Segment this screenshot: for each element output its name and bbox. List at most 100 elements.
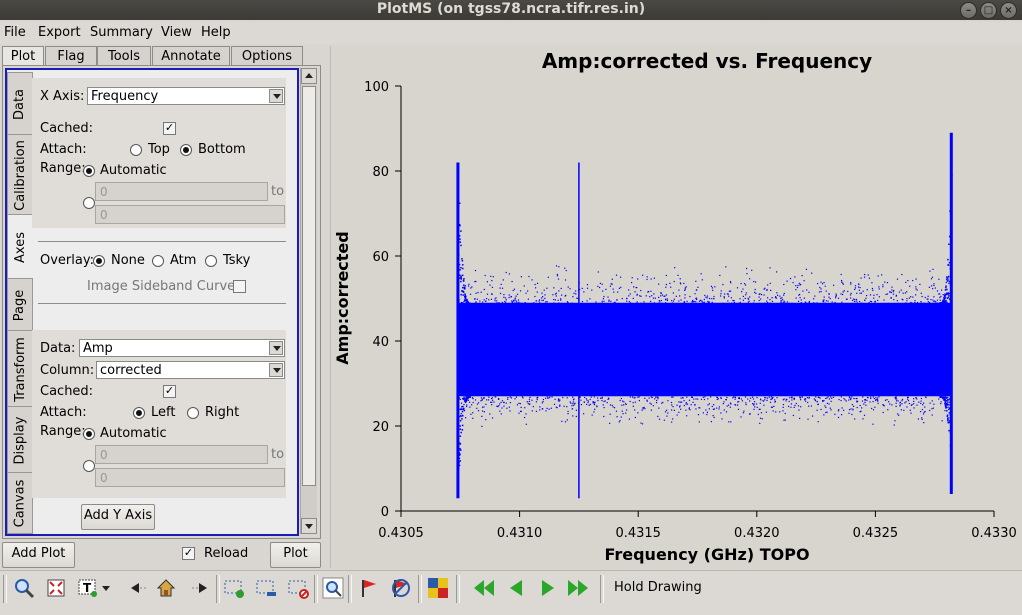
last-icon[interactable] bbox=[566, 576, 590, 600]
close-button[interactable]: × bbox=[1000, 2, 1017, 19]
flag-icon[interactable] bbox=[357, 576, 381, 600]
data-point bbox=[475, 302, 477, 304]
x-range-min-field[interactable]: 0 bbox=[95, 182, 268, 201]
iteration-grid-icon[interactable] bbox=[426, 576, 450, 600]
data-point bbox=[469, 406, 471, 408]
overlay-tsky-radio[interactable] bbox=[205, 255, 217, 267]
plot-button[interactable]: Plot bbox=[270, 542, 321, 568]
home-icon[interactable] bbox=[154, 576, 178, 600]
zoom-fit-icon[interactable] bbox=[44, 576, 68, 600]
x-cached-checkbox[interactable]: ✓ bbox=[163, 121, 176, 135]
data-point bbox=[560, 299, 562, 301]
data-point bbox=[630, 281, 633, 284]
tab-tools[interactable]: Tools bbox=[97, 46, 151, 66]
side-tab-calibration[interactable]: Calibration bbox=[7, 134, 33, 216]
overlay-atm-radio[interactable] bbox=[152, 255, 164, 267]
data-point bbox=[469, 293, 472, 295]
x-range-manual-radio[interactable] bbox=[83, 197, 95, 209]
data-point bbox=[947, 420, 949, 422]
overlay-none-radio[interactable] bbox=[93, 255, 105, 267]
data-point bbox=[640, 295, 642, 297]
side-tab-display[interactable]: Display bbox=[7, 406, 33, 474]
sideband-checkbox[interactable] bbox=[233, 280, 246, 293]
data-point bbox=[737, 408, 740, 410]
data-point bbox=[665, 283, 668, 286]
scroll-up-button[interactable] bbox=[301, 68, 317, 84]
x-axis-select[interactable]: Frequency bbox=[87, 87, 285, 105]
x-range-auto-radio[interactable] bbox=[83, 165, 95, 177]
side-tab-data[interactable]: Data bbox=[7, 72, 33, 136]
tab-annotate[interactable]: Annotate bbox=[152, 46, 230, 66]
hold-drawing-toggle[interactable]: Hold Drawing bbox=[614, 580, 702, 595]
data-point bbox=[920, 400, 922, 402]
y-range-max-field[interactable]: 0 bbox=[95, 468, 285, 487]
select-subtract-icon[interactable] bbox=[254, 576, 278, 600]
y-data-select[interactable]: Amp bbox=[79, 339, 285, 357]
y-range-min-field[interactable]: 0 bbox=[95, 445, 268, 464]
data-point bbox=[465, 396, 467, 398]
step-back-icon[interactable] bbox=[126, 576, 150, 600]
scroll-down-button[interactable] bbox=[301, 518, 317, 534]
add-y-axis-button[interactable]: Add Y Axis bbox=[81, 504, 155, 530]
maximize-button[interactable]: □ bbox=[980, 2, 997, 19]
previous-icon[interactable] bbox=[504, 576, 528, 600]
data-point bbox=[676, 404, 678, 406]
data-point bbox=[945, 299, 947, 302]
x-attach-bottom-radio[interactable] bbox=[180, 144, 192, 156]
text-annotate-icon[interactable]: T bbox=[76, 576, 100, 600]
side-tab-axes[interactable]: Axes bbox=[7, 214, 32, 280]
add-plot-button[interactable]: Add Plot bbox=[2, 542, 75, 568]
y-attach-right-radio[interactable] bbox=[187, 407, 199, 419]
menu-help[interactable]: Help bbox=[201, 25, 231, 40]
locate-icon[interactable] bbox=[321, 576, 345, 600]
data-point bbox=[743, 283, 746, 285]
tab-plot[interactable]: Plot bbox=[2, 46, 44, 66]
data-point bbox=[912, 296, 914, 298]
y-cached-checkbox[interactable]: ✓ bbox=[163, 384, 176, 398]
data-point bbox=[949, 398, 951, 400]
menu-file[interactable]: File bbox=[4, 25, 26, 40]
data-point bbox=[640, 289, 642, 292]
data-point bbox=[912, 279, 914, 282]
x-attach-top-radio[interactable] bbox=[130, 144, 142, 156]
data-point bbox=[870, 396, 872, 398]
menu-export[interactable]: Export bbox=[38, 25, 81, 40]
unflag-icon[interactable] bbox=[389, 576, 413, 600]
data-point bbox=[564, 267, 566, 269]
first-icon[interactable] bbox=[472, 576, 496, 600]
left-panel-scrollbar[interactable] bbox=[300, 68, 317, 534]
side-tab-transform[interactable]: Transform bbox=[7, 330, 33, 408]
step-forward-icon[interactable] bbox=[188, 576, 212, 600]
data-point bbox=[679, 282, 681, 284]
data-point bbox=[790, 396, 793, 398]
data-point bbox=[854, 287, 857, 289]
data-point bbox=[570, 302, 572, 304]
minimize-button[interactable]: – bbox=[960, 2, 977, 19]
side-tab-canvas[interactable]: Canvas bbox=[7, 472, 33, 534]
tab-options[interactable]: Options bbox=[231, 46, 303, 66]
y-range-auto-radio[interactable] bbox=[83, 428, 95, 440]
plot-canvas[interactable]: Amp:corrected vs. Frequency 0.4305 0.4310… bbox=[330, 46, 1022, 568]
dropdown-arrow-icon[interactable] bbox=[99, 576, 113, 600]
menu-summary[interactable]: Summary bbox=[90, 25, 153, 40]
y-attach-left-radio[interactable] bbox=[133, 407, 145, 419]
data-point bbox=[797, 284, 799, 287]
x-tick-label: 0.4330 bbox=[971, 526, 1017, 541]
reload-checkbox[interactable]: ✓ bbox=[182, 546, 195, 560]
data-point bbox=[564, 421, 567, 423]
select-add-icon[interactable] bbox=[222, 576, 246, 600]
x-range-max-field[interactable]: 0 bbox=[95, 205, 285, 224]
next-icon[interactable] bbox=[536, 576, 560, 600]
y-column-select[interactable]: corrected bbox=[96, 361, 285, 379]
zoom-icon[interactable] bbox=[12, 576, 36, 600]
data-point bbox=[820, 291, 822, 293]
select-clear-icon[interactable] bbox=[286, 576, 310, 600]
data-point bbox=[854, 288, 856, 291]
scroll-thumb[interactable] bbox=[302, 86, 316, 486]
toolbar-separator bbox=[456, 575, 460, 603]
data-point bbox=[614, 301, 616, 303]
side-tab-page[interactable]: Page bbox=[7, 278, 33, 332]
tab-flag[interactable]: Flag bbox=[45, 46, 97, 66]
menu-view[interactable]: View bbox=[161, 25, 192, 40]
y-range-manual-radio[interactable] bbox=[83, 460, 95, 472]
